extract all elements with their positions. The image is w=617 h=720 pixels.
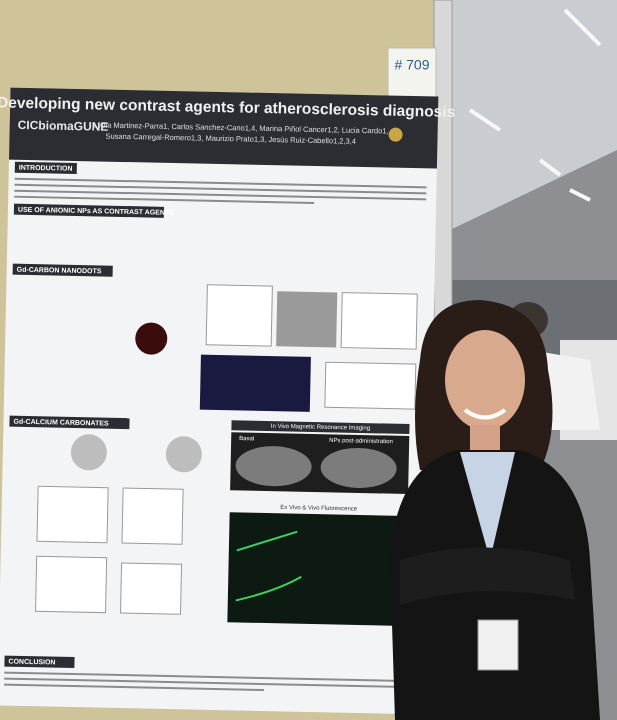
figure xyxy=(36,485,109,544)
mri-slice xyxy=(235,446,312,487)
fluorescence-signal xyxy=(235,530,302,602)
figure xyxy=(121,487,184,545)
figure xyxy=(340,292,418,350)
poster-content: Developing new contrast agents for ather… xyxy=(0,87,455,692)
ceiling-lights xyxy=(468,8,602,202)
crossed-arms xyxy=(400,547,575,605)
fluorescence-image xyxy=(227,512,408,626)
figure xyxy=(35,555,108,614)
panel-bar xyxy=(231,420,410,435)
section-heading: Gd-CARBON NANODOTS xyxy=(17,267,102,276)
poster-header xyxy=(8,87,439,169)
logo xyxy=(388,127,403,142)
body-text xyxy=(3,671,405,692)
institution: CICbiomaGUNE xyxy=(18,118,109,134)
mri-slice xyxy=(320,447,397,488)
section-bar xyxy=(4,655,75,669)
section-bar xyxy=(13,203,165,218)
figure xyxy=(120,562,183,615)
face xyxy=(445,330,525,430)
figure xyxy=(135,322,168,355)
panel-heading: Ex Vivo & Vivo Fluorescence xyxy=(280,505,358,513)
figure xyxy=(199,354,311,412)
section-heading: CONCLUSION xyxy=(8,659,55,667)
figure xyxy=(70,434,107,471)
section-bar xyxy=(14,161,77,174)
figure xyxy=(205,284,273,347)
figure xyxy=(165,436,202,473)
board-number: # 709 xyxy=(394,57,429,73)
section-heading: INTRODUCTION xyxy=(19,165,73,173)
figure xyxy=(324,361,417,410)
section-bar xyxy=(9,415,130,430)
section-heading: Gd-CALCIUM CARBONATES xyxy=(13,419,109,428)
badge xyxy=(477,619,519,671)
smile xyxy=(463,408,507,420)
figure xyxy=(276,291,338,348)
panel-heading: In Vivo Magnetic Resonance Imaging xyxy=(271,424,370,432)
body-text xyxy=(14,177,427,204)
panel-label: NPs post-administration xyxy=(329,438,393,445)
section-heading: USE OF ANIONIC NPs AS CONTRAST AGENTS xyxy=(18,207,174,217)
shirt xyxy=(460,452,515,560)
panel-label: Basal xyxy=(239,436,254,442)
section-bar xyxy=(12,263,113,277)
ceiling xyxy=(450,0,617,230)
